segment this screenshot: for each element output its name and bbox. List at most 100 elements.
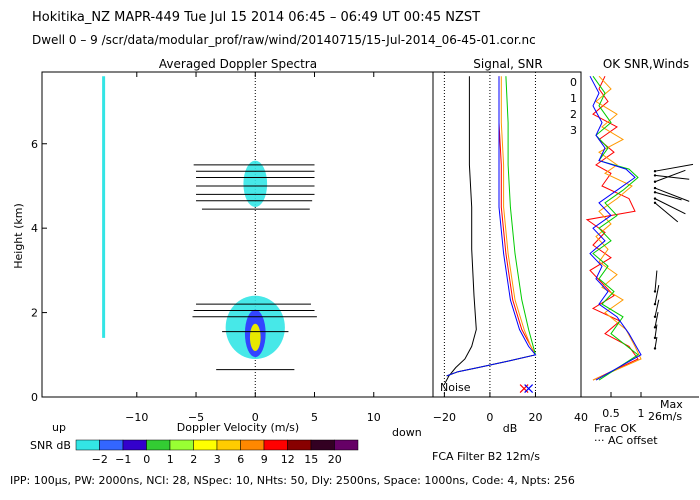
winds-plot: 0.5 1 0 1 2 3 (570, 72, 699, 420)
wind-barb (654, 202, 679, 223)
bottom-marker (519, 384, 529, 393)
frac-ok-series-2 (592, 75, 639, 381)
spectra-ylabel: Height (km) (12, 203, 25, 269)
colorbar-tick-label: −1 (115, 453, 131, 466)
colorbar-tick-label: 6 (237, 453, 244, 466)
wind-barb (654, 312, 659, 328)
signal-plot: −20 0 20 40 (432, 71, 588, 424)
series-0-line (446, 76, 537, 377)
echo-region (243, 160, 268, 208)
x-tick-label: −5 (188, 411, 204, 424)
snr-colorbar: −2 −1 0 1 2 3 6 9 12 15 20 (75, 439, 359, 466)
colorbar-swatch (75, 439, 100, 451)
page-subtitle: Dwell 0 – 9 /scr/data/modular_prof/raw/w… (32, 33, 536, 47)
y-tick-label: 2 (31, 307, 38, 320)
footer-params: IPP: 100μs, PW: 2000ns, NCI: 28, NSpec: … (10, 474, 575, 487)
colorbar-tick-label: 3 (214, 453, 221, 466)
x-tick-label: −10 (125, 411, 148, 424)
max-value: 26m/s (648, 410, 682, 423)
wind-barb (654, 187, 690, 202)
page-title: Hokitika_NZ MAPR-449 Tue Jul 15 2014 06:… (32, 10, 481, 25)
x-tick-label: 20 (528, 411, 542, 424)
colorbar-swatch (99, 439, 124, 451)
winds-panel-title: OK SNR,Winds (603, 57, 689, 71)
echo-core-peak (249, 323, 261, 352)
colorbar-tick-label: 0 (143, 453, 150, 466)
legend-entry-3: 3 (570, 124, 577, 137)
signal-frame (432, 71, 582, 398)
x-tick-label: 10 (367, 411, 381, 424)
colorbar-swatch (287, 439, 312, 451)
signal-xlabel: dB (503, 422, 518, 435)
wind-barb-base (653, 302, 657, 306)
wind-barb-base (653, 174, 657, 177)
x-tick-label: 1 (638, 407, 645, 420)
wind-barb-base (653, 186, 657, 190)
legend-entry-1: 1 (570, 92, 577, 105)
wind-barb-base (653, 336, 657, 340)
colorbar-swatch (169, 439, 194, 451)
up-label: up (52, 421, 66, 434)
wind-barb-base (653, 191, 657, 194)
y-tick-label: 0 (31, 391, 38, 404)
colorbar-swatch (122, 439, 147, 451)
bottom-marker (524, 384, 534, 393)
down-label: down (392, 426, 422, 439)
wind-barb (654, 336, 658, 349)
series-3-line (446, 76, 537, 377)
frac-ok-label: Frac OK (594, 422, 637, 435)
wind-barb (654, 169, 686, 183)
wind-barb-base (653, 326, 657, 329)
colorbar-swatch (146, 439, 171, 451)
spectra-xlabel: Doppler Velocity (m/s) (177, 421, 299, 434)
colorbar-swatch (334, 439, 359, 451)
x-tick-label: 0 (486, 411, 493, 424)
colorbar-swatch (310, 439, 335, 451)
x-tick-label: 5 (311, 411, 318, 424)
wind-barb (654, 324, 658, 338)
wind-barb (654, 198, 686, 215)
colorbar-swatch (193, 439, 218, 451)
fca-filter-note: FCA Filter B2 12m/s (432, 450, 540, 463)
y-tick-label: 4 (31, 222, 38, 235)
wind-barb-base (653, 197, 657, 200)
colorbar-tick-label: 12 (281, 453, 295, 466)
wind-barb-base (653, 347, 657, 350)
colorbar-tick-label: 15 (304, 453, 318, 466)
wind-barb (654, 163, 694, 172)
max-label: Max (660, 398, 683, 411)
noise-label: Noise (440, 381, 471, 394)
x-tick-label: 40 (574, 411, 588, 424)
colorbar-label: SNR dB (30, 439, 71, 452)
ac-offset-label: ··· AC offset (594, 434, 658, 447)
colorbar-swatch (240, 439, 265, 451)
frac-ok-series-1 (592, 75, 642, 381)
x-tick-label: −20 (433, 411, 456, 424)
colorbar-tick-label: 2 (190, 453, 197, 466)
colorbar-tick-label: −2 (92, 453, 108, 466)
colorbar-swatch (216, 439, 241, 451)
wind-barb-base (653, 290, 657, 293)
spectra-plot: −10 −5 0 5 10 0 2 4 6 (31, 71, 434, 424)
colorbar-swatch (263, 439, 288, 451)
wind-barb-base (653, 201, 657, 205)
wind-barb (654, 191, 682, 201)
legend-entry-0: 0 (570, 76, 577, 89)
wind-barb (654, 285, 660, 305)
x-tick-label: 0 (252, 411, 259, 424)
x-tick-label: 0.5 (602, 407, 620, 420)
y-tick-label: 6 (31, 138, 38, 151)
wind-barb-base (653, 315, 657, 319)
legend-entry-2: 2 (570, 108, 577, 121)
wind-barb (654, 299, 660, 317)
colorbar-tick-label: 1 (167, 453, 174, 466)
frac-ok-series-3 (589, 75, 642, 381)
wind-barb (654, 270, 658, 292)
series-noise-line (443, 76, 477, 385)
signal-panel-title: Signal, SNR (473, 57, 542, 71)
wind-barb-base (653, 169, 657, 173)
wind-barb (654, 174, 690, 180)
wind-barb-base (653, 180, 657, 183)
colorbar-tick-label: 20 (328, 453, 342, 466)
